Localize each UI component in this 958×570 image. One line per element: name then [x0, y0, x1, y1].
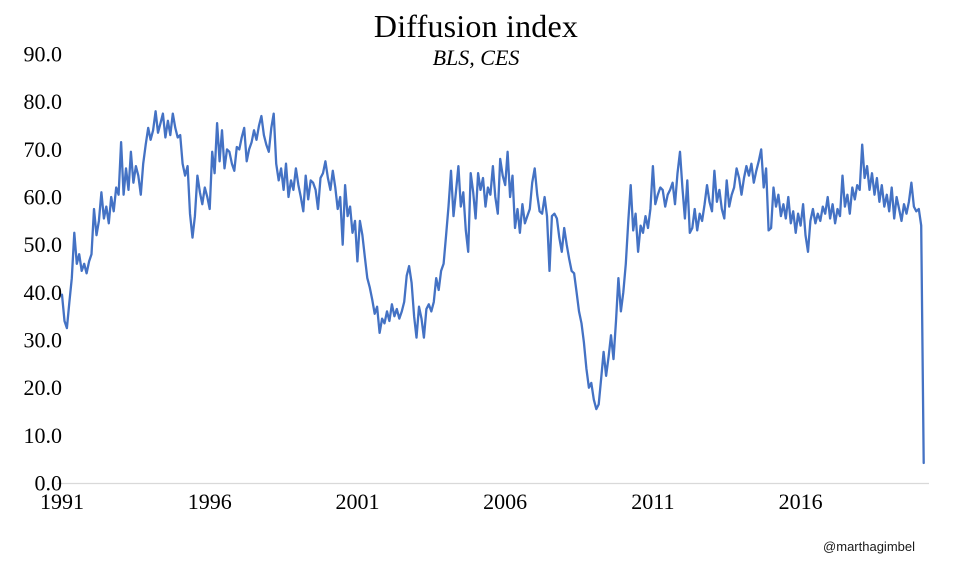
attribution-handle: @marthagimbel	[823, 539, 915, 554]
y-axis-tick-label: 30.0	[24, 328, 63, 353]
y-axis-tick-label: 10.0	[24, 423, 63, 448]
y-axis-tick-label: 40.0	[24, 280, 63, 305]
diffusion-index-line	[60, 110, 925, 465]
y-axis-tick-label: 80.0	[24, 89, 63, 114]
x-axis-tick-label: 2006	[483, 489, 527, 514]
y-axis-tick-label: 0.0	[35, 471, 63, 496]
x-axis-tick-label: 1996	[188, 489, 232, 514]
y-axis-tick-label: 90.0	[24, 42, 63, 67]
chart-title: Diffusion index	[373, 8, 579, 44]
x-axis-tick-label: 2016	[779, 489, 823, 514]
x-axis-tick-label: 1991	[40, 489, 84, 514]
y-axis-tick-label: 20.0	[24, 375, 63, 400]
chart-subtitle: BLS, CES	[432, 45, 520, 70]
y-axis-tick-label: 70.0	[24, 137, 63, 162]
x-axis-tick-label: 2001	[335, 489, 379, 514]
x-axis-tick-label: 2011	[631, 489, 674, 514]
y-axis-tick-label: 50.0	[24, 232, 63, 257]
y-axis-tick-label: 60.0	[24, 185, 63, 210]
